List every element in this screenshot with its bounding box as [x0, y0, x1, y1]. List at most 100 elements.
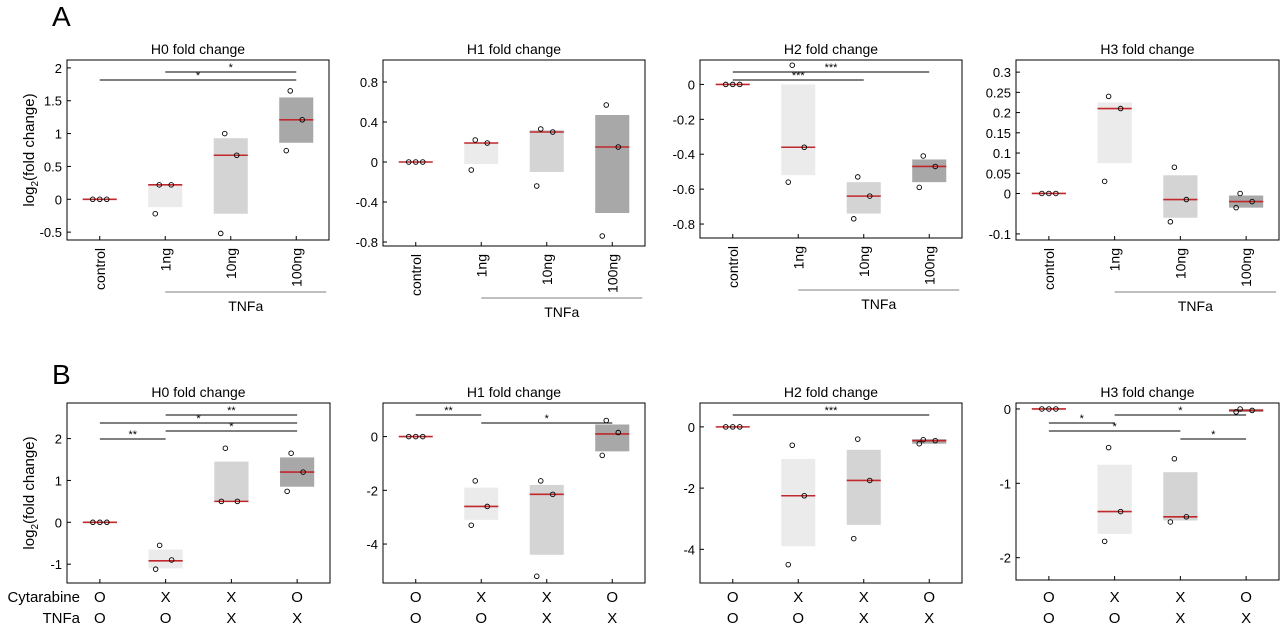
x-tick-label: 10ng [539, 254, 555, 285]
data-point [96, 196, 103, 203]
chart-title: H0 fold change [151, 384, 245, 400]
x-category-tnfa: O [727, 610, 739, 624]
data-point [221, 130, 228, 137]
y-tick-label: -1 [50, 557, 62, 572]
group-label-tnfa: TNFa [228, 298, 263, 314]
data-point [1039, 406, 1045, 412]
y-tick-label: 0.4 [360, 115, 378, 130]
data-point [1233, 409, 1239, 415]
data-point [867, 193, 873, 199]
y-tick-label: 2 [55, 432, 62, 447]
data-point [855, 436, 861, 442]
chart-panel-1: H0 fold change * * -0.5 0 0.5 1 1.5 2 control 1ng 1… [40, 41, 330, 314]
data-point [218, 498, 225, 505]
data-point [89, 196, 96, 203]
data-point [413, 159, 419, 165]
x-category-tnfa: X [859, 610, 869, 624]
data-point [723, 424, 729, 430]
chart-title: H3 fold change [1100, 41, 1194, 57]
data-point [851, 535, 857, 542]
y-tick-label: 1.5 [44, 94, 62, 109]
significance-label: * [1178, 405, 1183, 417]
data-point [1039, 190, 1045, 197]
data-point [406, 433, 412, 440]
x-category-tnfa: X [542, 610, 552, 624]
chart-title: H2 fold change [784, 384, 878, 400]
data-point [851, 216, 857, 222]
x-category-tnfa: X [226, 610, 236, 624]
data-point [737, 424, 743, 430]
box-4-2 [1163, 175, 1198, 218]
significance-label: ** [444, 405, 453, 417]
axes-frame [1015, 402, 1280, 581]
y-axis-label-sub: 2 [30, 181, 41, 187]
x-tick-label: 100ng [604, 254, 620, 293]
data-point [932, 437, 939, 444]
chart-panel-4: H3 fold change -0.1 0 0.05 0.1 0.15 0.2 0.25 0.3… [986, 41, 1280, 314]
data-point [1183, 196, 1190, 203]
data-point [152, 210, 158, 217]
data-point [538, 126, 544, 132]
box-4-1 [464, 143, 499, 164]
data-point [867, 477, 873, 484]
box-4-1 [148, 184, 183, 208]
data-point [222, 445, 229, 451]
data-point [1046, 406, 1052, 412]
y-axis-label-base: log [21, 530, 38, 550]
data-point [801, 144, 808, 151]
data-point [420, 159, 426, 165]
y-tick-label: 1 [55, 127, 62, 142]
box-4-2 [1163, 472, 1198, 521]
y-tick-label: 0 [55, 192, 62, 207]
x-category-cytarabine: X [542, 589, 552, 606]
x-tick-label: 10ng [223, 248, 239, 279]
y-axis-label: log2(fold change) [21, 436, 41, 549]
data-point [1249, 198, 1255, 205]
data-point [168, 182, 174, 188]
y-tick-label: 0 [371, 155, 378, 170]
box-4-2 [846, 182, 881, 214]
data-point [603, 417, 610, 424]
y-tick-label: 0.25 [986, 85, 1011, 100]
y-tick-label: -0.8 [673, 217, 695, 232]
x-category-tnfa: X [924, 610, 934, 624]
box-4-3 [912, 159, 947, 183]
x-category-cytarabine: O [606, 589, 618, 606]
y-tick-label: 0.8 [360, 75, 378, 90]
axes-frame [66, 59, 330, 241]
y-tick-label: -2 [683, 481, 695, 496]
box-4-1 [781, 84, 816, 176]
y-tick-label: -0.6 [673, 182, 695, 197]
data-point [1171, 456, 1178, 462]
x-category-cytarabine: X [1110, 589, 1120, 606]
data-point [288, 450, 294, 456]
y-tick-label: -0.4 [673, 147, 695, 162]
data-point [916, 184, 923, 191]
data-point [1117, 508, 1124, 515]
x-category-cytarabine: O [923, 589, 935, 606]
data-point [1237, 406, 1243, 412]
data-point [550, 129, 556, 135]
row-label-tnfa: TNFa [43, 610, 81, 624]
panel-label-a: A [52, 1, 71, 32]
data-point [406, 159, 412, 165]
data-point [1101, 538, 1108, 545]
x-category-cytarabine: X [1175, 589, 1185, 606]
data-point [916, 440, 923, 447]
significance-label: * [229, 421, 234, 433]
y-tick-label: 0 [371, 430, 378, 445]
y-tick-label: 0.05 [986, 166, 1011, 181]
x-category-cytarabine: O [410, 589, 422, 606]
chart-title: H1 fold change [467, 384, 561, 400]
y-tick-label: -0.5 [40, 225, 62, 240]
box-4-1 [148, 549, 183, 569]
box-4-3 [595, 115, 630, 213]
y-tick-label: -0.1 [989, 227, 1011, 242]
data-point [1183, 514, 1190, 520]
data-point [534, 183, 540, 189]
x-category-tnfa: O [160, 610, 172, 624]
x-tick-label: control [1041, 248, 1057, 290]
data-point [104, 519, 110, 526]
